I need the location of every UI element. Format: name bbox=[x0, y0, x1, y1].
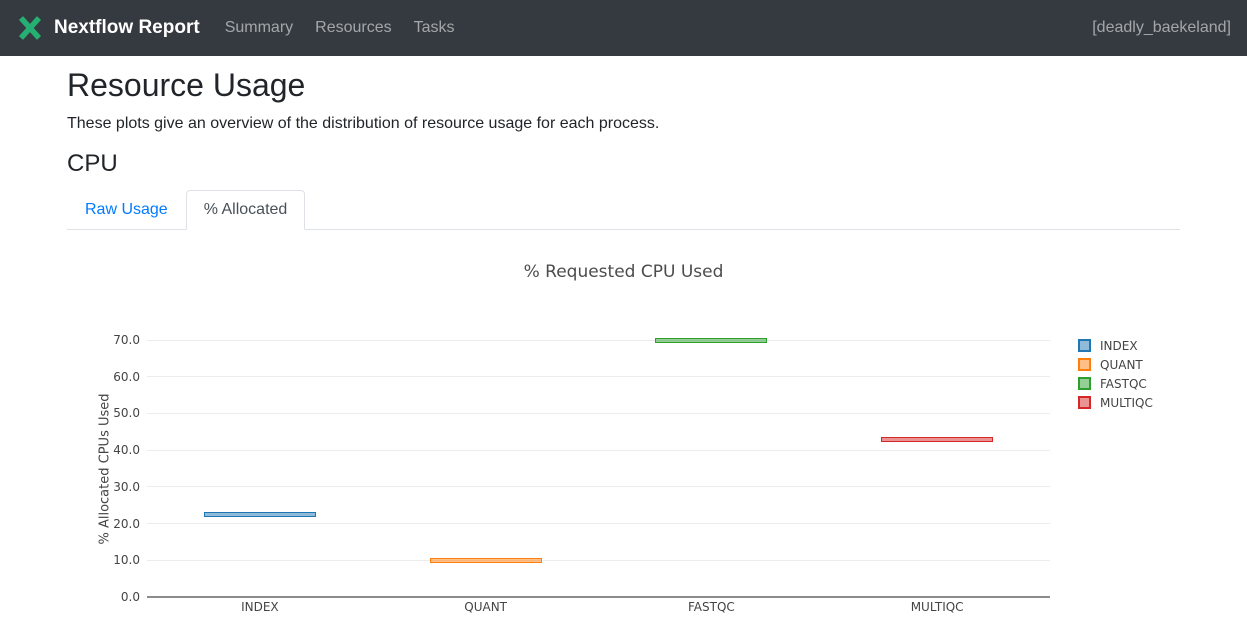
cpu-tab-bar: Raw Usage % Allocated bbox=[67, 190, 1180, 230]
legend-color-swatch-multiqc bbox=[1078, 396, 1091, 409]
x-axis-line bbox=[147, 596, 1050, 598]
legend-label-multiqc: MULTIQC bbox=[1100, 396, 1153, 410]
nav-item-summary[interactable]: Summary bbox=[214, 11, 304, 45]
cpu-allocated-chart: % Requested CPU Used 0.0 10.0 20.0 30.0 40.0 5… bbox=[0, 240, 1247, 625]
y-gridline bbox=[147, 340, 1050, 341]
legend-label-quant: QUANT bbox=[1100, 358, 1143, 372]
x-axis-category-label-multiqc: MULTIQC bbox=[911, 600, 964, 614]
nav-item-resources[interactable]: Resources bbox=[304, 11, 402, 45]
y-axis-tick-label: 20.0 bbox=[0, 517, 140, 531]
box-multiqc[interactable] bbox=[881, 437, 993, 442]
y-axis-tick-label: 30.0 bbox=[0, 480, 140, 494]
y-gridline bbox=[147, 486, 1050, 487]
legend-item-quant[interactable]: QUANT bbox=[1078, 355, 1143, 374]
legend-label-index: INDEX bbox=[1100, 339, 1138, 353]
y-axis-tick-label: 10.0 bbox=[0, 553, 140, 567]
y-gridline bbox=[147, 450, 1050, 451]
y-gridline bbox=[147, 560, 1050, 561]
x-axis-category-label-quant: QUANT bbox=[464, 600, 507, 614]
navbar-links: Summary Resources Tasks bbox=[214, 11, 466, 45]
navbar-brand[interactable]: Nextflow Report bbox=[54, 17, 200, 39]
legend-label-fastqc: FASTQC bbox=[1100, 377, 1147, 391]
main-content: Resource Usage These plots give an overv… bbox=[0, 56, 1247, 230]
page-subtitle: These plots give an overview of the dist… bbox=[67, 114, 1180, 133]
box-index[interactable] bbox=[204, 512, 316, 517]
chart-title: % Requested CPU Used bbox=[0, 262, 1247, 282]
nav-item-tasks[interactable]: Tasks bbox=[403, 11, 466, 45]
x-axis-category-label-fastqc: FASTQC bbox=[688, 600, 735, 614]
nextflow-logo-icon bbox=[16, 14, 44, 42]
legend-color-swatch-fastqc bbox=[1078, 377, 1091, 390]
box-quant[interactable] bbox=[430, 558, 542, 563]
y-axis-tick-label: 0.0 bbox=[0, 590, 140, 604]
navbar: Nextflow Report Summary Resources Tasks … bbox=[0, 0, 1247, 56]
y-axis-tick-label: 70.0 bbox=[0, 333, 140, 347]
y-gridline bbox=[147, 523, 1050, 524]
x-axis-category-label-index: INDEX bbox=[241, 600, 279, 614]
legend-item-index[interactable]: INDEX bbox=[1078, 336, 1138, 355]
y-axis-tick-label: 60.0 bbox=[0, 370, 140, 384]
y-axis-title: % Allocated CPUs Used bbox=[98, 393, 113, 544]
legend-color-swatch-quant bbox=[1078, 358, 1091, 371]
run-name-label: [deadly_baekeland] bbox=[1092, 19, 1231, 37]
legend-item-fastqc[interactable]: FASTQC bbox=[1078, 374, 1147, 393]
page-title: Resource Usage bbox=[67, 66, 1180, 104]
y-gridline bbox=[147, 376, 1050, 377]
y-gridline bbox=[147, 413, 1050, 414]
legend-color-swatch-index bbox=[1078, 339, 1091, 352]
tab-raw-usage[interactable]: Raw Usage bbox=[67, 190, 186, 230]
legend-item-multiqc[interactable]: MULTIQC bbox=[1078, 393, 1153, 412]
box-fastqc[interactable] bbox=[655, 338, 767, 343]
tab-percent-allocated[interactable]: % Allocated bbox=[186, 190, 306, 230]
y-axis-tick-label: 50.0 bbox=[0, 406, 140, 420]
y-axis-tick-label: 40.0 bbox=[0, 443, 140, 457]
section-title-cpu: CPU bbox=[67, 150, 1180, 179]
